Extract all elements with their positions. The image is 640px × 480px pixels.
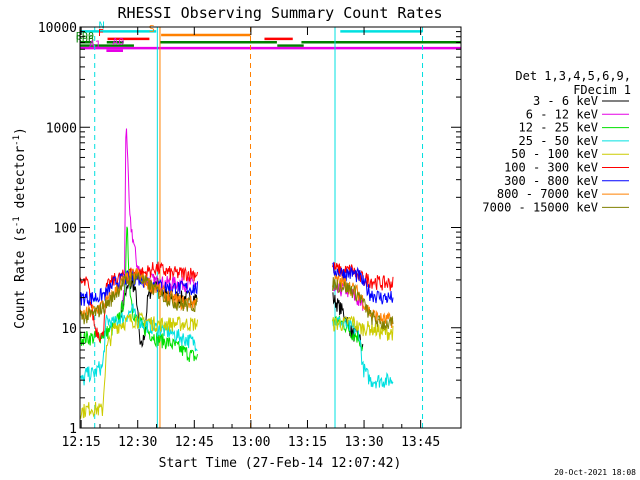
legend-title-detectors: Det 1,3,4,5,6,9, — [515, 69, 631, 83]
chart-title: RHESSI Observing Summary Count Rates — [117, 4, 442, 22]
legend-label-7: 800 - 7000 keV — [497, 187, 598, 201]
y-tick-label-1: 10 — [61, 322, 77, 337]
x-axis-label: Start Time (27-Feb-14 12:07:42) — [159, 456, 402, 471]
legend-label-2: 12 - 25 keV — [519, 121, 598, 135]
series-lines — [79, 128, 394, 419]
flag-label-rd6: RD6 — [76, 35, 94, 46]
y-tick-label-4: 10000 — [38, 21, 77, 36]
y-axis-label-sup1: -1 — [12, 216, 22, 227]
generation-timestamp: 20-Oct-2021 18:08 — [554, 468, 636, 477]
y-tick-label-0: 1 — [69, 422, 77, 437]
x-tick-label-2: 12:45 — [175, 435, 214, 450]
y-axis-label-end: ) — [13, 127, 28, 135]
legend-label-8: 7000 - 15000 keV — [482, 200, 598, 214]
legend-title-fdecim: FDecim 1 — [573, 83, 631, 97]
x-tick-label-5: 13:30 — [344, 435, 383, 450]
legend-label-5: 100 - 300 keV — [504, 161, 598, 175]
legend-label-1: 6 - 12 keV — [526, 107, 598, 121]
vertical-markers — [94, 27, 424, 428]
y-axis-label-main: Count Rate (s — [13, 227, 28, 329]
x-tick-label-1: 12:30 — [118, 435, 157, 450]
flag-label-a0: A0 — [112, 37, 124, 48]
legend-label-4: 50 - 100 keV — [511, 147, 598, 161]
y-axis-label: Count Rate (s-1 detector-1) — [12, 127, 28, 329]
y-axis-label-sup2: -1 — [12, 135, 22, 146]
flag-label-n: N — [99, 20, 105, 31]
series-line-6-0 — [79, 270, 198, 306]
x-axis-ticks: 12:15 12:30 12:45 13:00 13:15 13:30 13:45 — [62, 27, 440, 450]
series-line-8-0 — [79, 271, 198, 325]
flag-label-s: S — [149, 24, 155, 35]
y-tick-label-2: 100 — [54, 222, 77, 237]
legend-label-6: 300 - 800 keV — [504, 174, 598, 188]
x-tick-label-3: 13:00 — [231, 435, 270, 450]
x-tick-label-6: 13:45 — [401, 435, 440, 450]
flag-label-rd0: RD0 — [76, 31, 94, 42]
y-axis-label-tail: detector — [13, 146, 28, 217]
y-axis-ticks: 1 10 100 1000 10000 — [38, 21, 461, 437]
y-tick-label-3: 1000 — [46, 121, 77, 136]
series-line-4-0 — [79, 311, 198, 419]
flag-label-f: F — [98, 28, 104, 39]
legend-label-3: 25 - 50 keV — [519, 134, 598, 148]
x-tick-label-4: 13:15 — [288, 435, 327, 450]
x-tick-label-0: 12:15 — [62, 435, 101, 450]
legend-label-0: 3 - 6 keV — [533, 94, 598, 108]
series-line-8-1 — [332, 277, 394, 331]
